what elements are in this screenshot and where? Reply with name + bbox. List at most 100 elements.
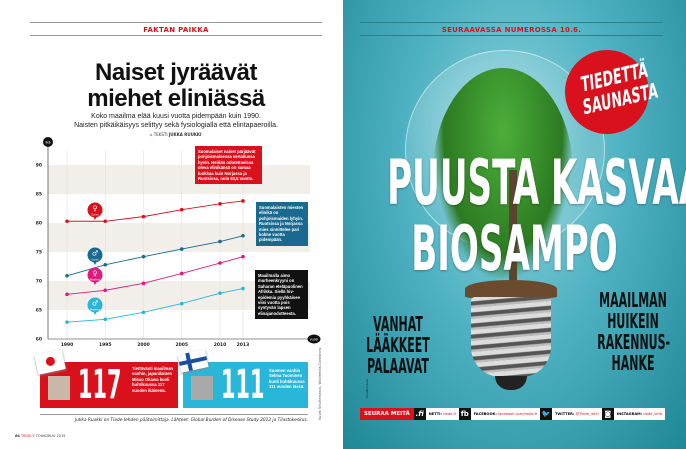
y-tick-label: 75: [36, 250, 42, 256]
data-point: [218, 202, 222, 206]
data-point: [241, 286, 245, 291]
x-tick-label: 1995: [99, 342, 112, 348]
gender-symbol: ♂: [92, 249, 98, 257]
shaded-band: [48, 165, 310, 194]
cover-headline: PUUSTA KASVAA BIOSAMPO: [387, 146, 686, 285]
bulb-base: [471, 297, 551, 377]
y-unit-badge: [43, 137, 53, 147]
teaser-right: MAAILMAN HUIKEIN RAKENNUS- HANKE: [597, 288, 671, 375]
instagram-icon: ◙: [601, 408, 614, 420]
page-title: Naiset jyräävät miehet eliniässä: [87, 59, 265, 112]
series-line: [67, 200, 244, 222]
y-tick-label: 85: [36, 192, 42, 198]
age-number: 111: [221, 362, 265, 408]
data-point: [65, 273, 69, 278]
data-point: [218, 239, 222, 244]
photo-credit: Kuvat Shutterstock, Wikimedia Commons: [318, 347, 322, 420]
data-point: [103, 288, 108, 293]
follow-label: SEURAA MEITÄ: [360, 408, 414, 420]
follow-bar: SEURAA MEITÄ .fi NETTI: tiede.fi fb FACE…: [360, 408, 666, 420]
japan-flag-icon: [34, 349, 66, 375]
series-line: [66, 256, 244, 295]
y-tick-label: 90: [36, 163, 42, 169]
data-point: [141, 214, 146, 219]
x-tick-label: 2010: [214, 342, 227, 348]
female-icon: [87, 267, 103, 283]
cover-photo-credit: Shutterstock: [365, 378, 369, 398]
twitter-icon: 🐦: [539, 408, 552, 420]
male-icon: [87, 247, 103, 263]
series-label: Suomi: [91, 214, 99, 217]
facebook-link[interactable]: FACEBOOK: facebook.com/tiede.fi: [470, 408, 540, 420]
data-point: [65, 219, 69, 224]
web-link[interactable]: NETTI: tiede.fi: [425, 408, 459, 420]
finland-text: Suomen vanhin Selma Tuominen kuoli huhti…: [269, 368, 305, 390]
y-tick-label: 70: [36, 279, 42, 285]
facebook-icon: fb: [458, 408, 471, 420]
data-point: [65, 292, 69, 297]
page-folio: 64 TIEDE 5 TOUKOKUU 2015: [15, 434, 66, 438]
data-point: [141, 254, 146, 259]
data-point: [179, 207, 184, 212]
series-label: Suomi: [91, 259, 99, 262]
data-point: [103, 219, 108, 224]
data-point: [218, 291, 222, 295]
y-tick-label: 80: [36, 221, 42, 227]
subtitle: Koko maailma elää kuusi vuotta pidempään…: [74, 113, 278, 129]
x-tick-label: 2013: [237, 342, 250, 348]
note-world: Maailmalla aimo murheenkryyni on Saharan…: [255, 270, 308, 320]
data-point: [179, 301, 184, 306]
instagram-link[interactable]: INSTAGRAM: tiede_lehti: [613, 408, 666, 420]
web-icon: .fi: [413, 408, 426, 420]
next-issue-label: SEURAAVASSA NUMEROSSA 10.6.: [441, 26, 582, 34]
age-number: 117: [78, 362, 122, 408]
data-point: [241, 254, 245, 259]
male-icon: [87, 297, 103, 313]
y-tick-label: 60: [36, 337, 42, 343]
data-point: [103, 262, 108, 267]
gender-symbol: ♀: [92, 204, 97, 212]
gender-symbol: ♂: [92, 299, 98, 307]
series-line: [66, 235, 244, 277]
series-label: Maailma: [90, 279, 100, 282]
section-label: FAKTAN PAIKKA: [143, 26, 209, 34]
divider: [360, 35, 663, 36]
soil: [465, 280, 557, 298]
divider: [360, 22, 663, 23]
data-point: [241, 199, 245, 203]
bulb-tip: [495, 376, 527, 390]
data-point: [141, 281, 146, 286]
x-axis-label: vuosi: [310, 337, 319, 341]
data-point: [179, 247, 184, 251]
data-point: [218, 261, 222, 265]
series-line: [66, 288, 244, 323]
x-tick-label: 2005: [175, 342, 188, 348]
y-tick-label: 65: [36, 308, 42, 314]
female-icon: [87, 202, 103, 218]
finland-panel: 111 Suomen vanhin Selma Tuominen kuoli h…: [177, 349, 308, 408]
tree-image: [433, 68, 573, 278]
left-page: FAKTAN PAIKKA Naiset jyräävät miehet elin…: [15, 22, 322, 438]
note-finnish-women: Suomalaiset naiset pärjäävät pohjoismais…: [195, 146, 262, 185]
twitter-link[interactable]: TWITTER: @Tiede_lehti: [551, 408, 602, 420]
gender-symbol: ♀: [92, 269, 97, 277]
data-point: [241, 233, 245, 238]
x-tick-label: 1990: [61, 342, 74, 348]
data-point: [103, 317, 108, 322]
tree-trunk: [509, 170, 517, 285]
divider: [40, 414, 308, 415]
portrait-photo: [191, 376, 213, 400]
note-finnish-men: Suomalaisten miesten elinikä on pohjoism…: [256, 202, 308, 246]
data-point: [65, 320, 69, 324]
footer-sources: Jukka Ruukki on Tiede-lehden päätoimitta…: [74, 418, 308, 423]
badge-sauna: TIEDETTÄ SAUNASTA: [565, 50, 659, 134]
cover-preview: SEURAAVASSA NUMEROSSA 10.6. TIEDETTÄ SAUN…: [343, 0, 686, 449]
series-label: Maailma: [90, 309, 100, 312]
data-point: [141, 310, 146, 315]
portrait-photo: [48, 376, 70, 400]
divider: [30, 35, 322, 36]
japan-text: Tiettävästi maailman vanhin, japanilaine…: [132, 366, 174, 393]
divider: [30, 22, 322, 23]
byline: ▸ TEKSTI JUKKA RUUKKI: [150, 132, 202, 137]
data-point: [179, 271, 184, 276]
